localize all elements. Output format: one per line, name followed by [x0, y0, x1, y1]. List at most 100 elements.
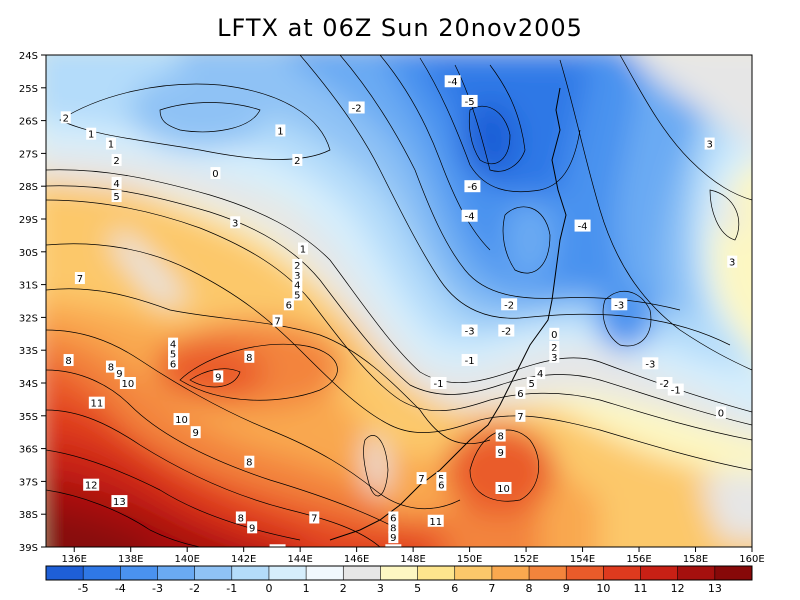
colorbar-swatch: [120, 566, 158, 580]
contour-label: 0: [212, 169, 218, 180]
y-tick-label: 30S: [19, 248, 38, 259]
colorbar-label: 2: [340, 582, 347, 595]
colorbar-frame: [45, 565, 753, 581]
contour-label-bg: [230, 216, 241, 229]
contour-label-bg: [244, 350, 255, 363]
contour-label: 7: [418, 474, 424, 485]
x-tick-label: 152E: [513, 554, 538, 565]
x-tick-label: 156E: [626, 554, 651, 565]
contour-label-bg: [292, 258, 303, 271]
contour-label: 10: [122, 379, 135, 390]
contour-label-bg: [190, 426, 201, 439]
colorbar-swatch: [677, 566, 716, 580]
contour-label-bg: [416, 472, 427, 485]
contour-label: -2: [504, 300, 514, 311]
colorbar-swatch: [417, 566, 456, 580]
contour-label: 5: [529, 379, 535, 390]
contour-label: 9: [497, 448, 503, 459]
colorbar-label: 11: [634, 582, 648, 595]
contour-label-bg: [114, 367, 125, 380]
contour-label: 7: [77, 274, 83, 285]
colorbar-swatch: [231, 566, 270, 580]
contour-label-bg: [727, 255, 738, 268]
y-tick-label: 35S: [19, 412, 38, 423]
contour-label-bg: [461, 94, 478, 107]
y-tick-label: 27S: [19, 149, 38, 160]
y-tick-label: 31S: [19, 281, 38, 292]
contour-label: -3: [614, 300, 624, 311]
contour-label-bg: [495, 429, 506, 442]
contour-label: 8: [497, 431, 503, 442]
contour-label: 3: [294, 271, 300, 282]
colorbar-swatch: [268, 566, 307, 580]
contour-label: 6: [438, 481, 444, 492]
contour-label: 9: [215, 372, 221, 383]
contour-label-bg: [88, 396, 105, 409]
y-tick-label: 36S: [19, 445, 38, 456]
contour-label-bg: [213, 370, 224, 383]
colorbar-swatch: [491, 566, 530, 580]
map-title: LFTX at 06Z Sun 20nov2005: [217, 14, 583, 42]
contour-label: 10: [387, 546, 400, 557]
contour-label: 6: [286, 300, 292, 311]
colorbar-label: -5: [78, 582, 89, 595]
colorbar-label: 3: [377, 582, 384, 595]
contour-label: 5: [170, 349, 176, 360]
contour-label: 1: [300, 245, 306, 256]
contour-label-bg: [283, 298, 294, 311]
colorbar-label: 12: [671, 582, 685, 595]
contour-label-bg: [436, 478, 447, 491]
contour-label-bg: [430, 377, 447, 389]
contour-label: 2: [294, 156, 300, 167]
contour-label: 5: [294, 290, 300, 301]
colorbar-swatch: [529, 566, 567, 580]
contour-label: 2: [294, 261, 300, 272]
contour-label: -4: [578, 222, 588, 233]
contour-label-bg: [168, 337, 179, 350]
y-tick-label: 38S: [19, 510, 38, 521]
contour-label-bg: [427, 514, 444, 527]
contour-label-bg: [86, 127, 97, 140]
contour-label-bg: [549, 350, 560, 363]
contour-label-bg: [272, 314, 283, 327]
contour-label-bg: [535, 367, 546, 380]
x-tick-label: 158E: [683, 554, 708, 565]
contour-label-bg: [60, 111, 71, 124]
contour-label-bg: [461, 354, 478, 367]
contour-label-bg: [388, 511, 399, 524]
contour-label-bg: [495, 481, 512, 494]
contour-label: 3: [232, 218, 238, 229]
contour-label-bg: [515, 409, 526, 422]
contour-label-bg: [388, 531, 399, 544]
contour-label: -3: [465, 327, 475, 338]
contour-label: 1: [108, 140, 114, 151]
contour-label-bg: [574, 219, 591, 232]
colorbar-label: -1: [226, 582, 237, 595]
map-frame: [45, 54, 753, 548]
contour-label: -1: [465, 356, 475, 367]
contour-label-bg: [292, 153, 303, 166]
contour-label-bg: [297, 242, 308, 255]
contour-label: 8: [246, 458, 252, 469]
y-tick-label: 34S: [19, 379, 38, 390]
contour-label: 13: [113, 497, 126, 508]
contour-label-bg: [461, 324, 478, 337]
contour-label: 6: [170, 359, 176, 370]
contour-label-bg: [549, 340, 560, 353]
contour-label: 9: [249, 523, 255, 534]
contour-label: 5: [113, 192, 119, 203]
contour-label: 2: [551, 343, 557, 354]
contour-label: -6: [467, 182, 477, 193]
contour-label-bg: [464, 180, 481, 193]
contour-label-bg: [549, 327, 560, 340]
contour-label: 7: [274, 317, 280, 328]
contour-label-bg: [269, 544, 286, 547]
contour-lines: [46, 55, 752, 547]
contour-label: 6: [517, 389, 523, 400]
contour-label-bg: [292, 278, 303, 291]
contour-label-bg: [292, 288, 303, 301]
colorbar-label: 5: [414, 582, 421, 595]
contour-label: 11: [271, 546, 284, 557]
